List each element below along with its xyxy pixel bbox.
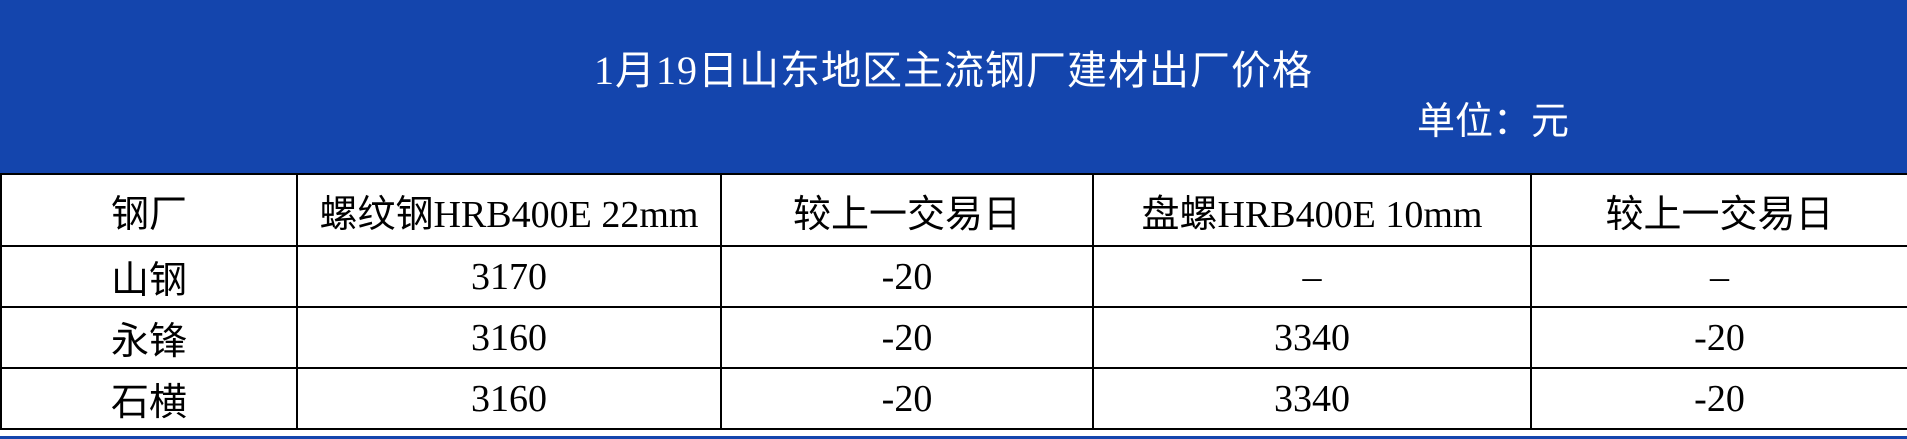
change-cell: -20	[720, 306, 1094, 369]
price-cell: –	[1092, 245, 1532, 308]
price-cell: 3160	[296, 306, 722, 369]
column-header-coil-change: 较上一交易日	[1530, 173, 1907, 247]
table-row: 石横 3160 -20 3340 -20	[0, 367, 1907, 430]
table-title: 1月19日山东地区主流钢厂建材出厂价格	[594, 48, 1313, 93]
column-header-coil-price: 盘螺HRB400E 10mm	[1092, 173, 1532, 247]
column-header-rebar-change: 较上一交易日	[720, 173, 1094, 247]
column-header-mill: 钢厂	[0, 173, 298, 247]
title-banner: 1月19日山东地区主流钢厂建材出厂价格 单位：元	[0, 0, 1907, 173]
column-header-rebar-price: 螺纹钢HRB400E 22mm	[296, 173, 722, 247]
change-cell: -20	[1530, 306, 1907, 369]
bottom-accent-bar	[0, 436, 1907, 439]
change-cell: -20	[720, 245, 1094, 308]
table-row: 山钢 3170 -20 – –	[0, 245, 1907, 308]
change-cell: -20	[1530, 367, 1907, 430]
price-cell: 3340	[1092, 367, 1532, 430]
unit-label: 单位：元	[1417, 101, 1570, 143]
price-cell: 3160	[296, 367, 722, 430]
price-table: 钢厂 螺纹钢HRB400E 22mm 较上一交易日 盘螺HRB400E 10mm…	[0, 173, 1907, 430]
mill-name-cell: 山钢	[0, 245, 298, 308]
change-cell: -20	[720, 367, 1094, 430]
mill-name-cell: 永锋	[0, 306, 298, 369]
price-cell: 3340	[1092, 306, 1532, 369]
mill-name-cell: 石横	[0, 367, 298, 430]
table-row: 永锋 3160 -20 3340 -20	[0, 306, 1907, 369]
change-cell: –	[1530, 245, 1907, 308]
table-header-row: 钢厂 螺纹钢HRB400E 22mm 较上一交易日 盘螺HRB400E 10mm…	[0, 173, 1907, 247]
price-cell: 3170	[296, 245, 722, 308]
